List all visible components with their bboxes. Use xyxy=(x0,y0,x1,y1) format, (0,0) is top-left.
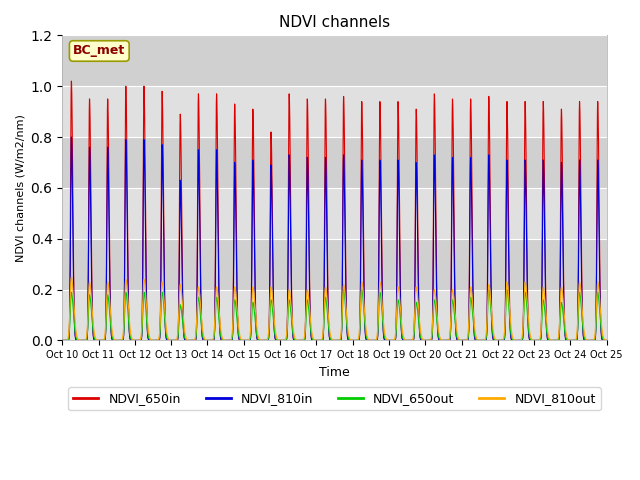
NDVI_650in xyxy=(58,337,66,343)
NDVI_810out xyxy=(603,337,611,343)
NDVI_810out xyxy=(90,324,97,329)
NDVI_810in xyxy=(603,337,611,343)
NDVI_650out xyxy=(594,289,602,295)
Bar xyxy=(62,289,607,340)
NDVI_810in xyxy=(204,337,212,343)
Bar xyxy=(62,239,607,289)
NDVI_650out xyxy=(204,337,212,343)
NDVI_810out xyxy=(488,316,496,322)
NDVI_650out xyxy=(399,336,407,342)
NDVI_810in xyxy=(67,134,75,140)
NDVI_650out xyxy=(392,336,399,342)
Line: NDVI_650in: NDVI_650in xyxy=(62,81,607,340)
NDVI_810in xyxy=(399,337,407,343)
Bar xyxy=(62,86,607,137)
Bar xyxy=(62,36,607,86)
NDVI_810in xyxy=(488,326,496,332)
NDVI_810in xyxy=(392,337,399,343)
NDVI_810in xyxy=(594,157,602,163)
NDVI_650in xyxy=(90,334,97,340)
Y-axis label: NDVI channels (W/m2/nm): NDVI channels (W/m2/nm) xyxy=(15,114,25,262)
NDVI_650in xyxy=(594,99,602,105)
Title: NDVI channels: NDVI channels xyxy=(279,15,390,30)
NDVI_810out xyxy=(67,274,75,280)
NDVI_810in xyxy=(58,337,66,343)
NDVI_810out xyxy=(594,279,602,285)
X-axis label: Time: Time xyxy=(319,366,350,379)
NDVI_650in xyxy=(392,337,399,343)
NDVI_810out xyxy=(392,332,399,337)
Line: NDVI_650out: NDVI_650out xyxy=(62,289,607,340)
NDVI_810out xyxy=(399,333,407,339)
NDVI_650in xyxy=(67,78,75,84)
NDVI_810out xyxy=(204,337,212,343)
NDVI_650in xyxy=(603,337,611,343)
NDVI_650in xyxy=(204,337,212,343)
Line: NDVI_810out: NDVI_810out xyxy=(62,277,607,340)
Legend: NDVI_650in, NDVI_810in, NDVI_650out, NDVI_810out: NDVI_650in, NDVI_810in, NDVI_650out, NDV… xyxy=(68,387,601,410)
NDVI_650in xyxy=(488,323,496,328)
NDVI_650out xyxy=(503,287,511,292)
NDVI_810in xyxy=(90,335,97,340)
NDVI_650out xyxy=(90,331,97,337)
NDVI_650out xyxy=(58,337,66,343)
Bar xyxy=(62,137,607,188)
NDVI_810out xyxy=(58,337,66,343)
NDVI_650in xyxy=(399,337,407,343)
NDVI_650out xyxy=(603,337,611,343)
Bar xyxy=(62,188,607,239)
NDVI_650out xyxy=(488,324,496,329)
Line: NDVI_810in: NDVI_810in xyxy=(62,137,607,340)
Text: BC_met: BC_met xyxy=(73,45,125,58)
